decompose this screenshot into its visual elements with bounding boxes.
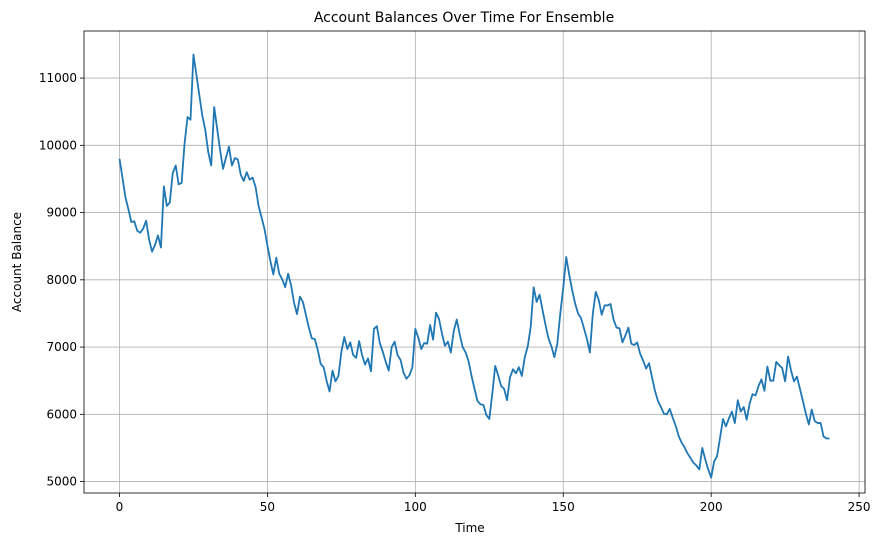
plot-area-frame: [83, 30, 866, 494]
x-tick-label: 150: [552, 500, 575, 514]
chart-title: Account Balances Over Time For Ensemble: [314, 10, 614, 26]
y-axis-ticks: 5000 6000 7000 8000 9000 10000 11000: [39, 71, 84, 489]
y-tick-label: 11000: [39, 71, 77, 85]
y-axis-label: Account Balance: [10, 212, 24, 312]
y-tick-label: 8000: [46, 273, 77, 287]
y-tick-label: 6000: [46, 407, 77, 421]
x-tick-label: 0: [116, 500, 124, 514]
grid-lines: [84, 31, 865, 493]
y-tick-label: 10000: [39, 138, 77, 152]
y-tick-label: 5000: [46, 475, 77, 489]
y-tick-label: 9000: [46, 206, 77, 220]
y-tick-label: 7000: [46, 340, 77, 354]
x-axis-ticks: 0 50 100 150 200 250: [116, 493, 871, 514]
x-tick-label: 50: [260, 500, 275, 514]
x-tick-label: 250: [848, 500, 871, 514]
series-line: [118, 53, 830, 479]
x-axis-label: Time: [454, 521, 484, 535]
series-layer: [118, 53, 830, 479]
x-tick-label: 100: [404, 500, 427, 514]
x-tick-label: 200: [700, 500, 723, 514]
